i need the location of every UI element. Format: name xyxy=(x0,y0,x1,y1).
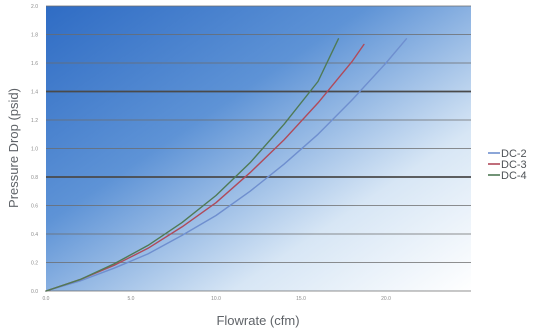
legend-label-dc-4: DC-4 xyxy=(501,170,527,182)
x-tick-label-1: 5.0 xyxy=(128,296,135,302)
x-tick-label-4: 20.0 xyxy=(381,296,391,302)
gridlines xyxy=(46,5,471,292)
y-tick-label-6: 1.2 xyxy=(31,118,38,124)
x-tick-label-2: 10.0 xyxy=(211,296,221,302)
legend-label-dc-3: DC-3 xyxy=(501,159,527,171)
y-tick-label-2: 0.4 xyxy=(31,232,38,238)
y-tick-label-3: 0.6 xyxy=(31,204,38,210)
x-tick-label-3: 15.0 xyxy=(296,296,306,302)
y-tick-label-5: 1.0 xyxy=(31,147,38,153)
x-tick-label-0: 0.0 xyxy=(43,296,50,302)
x-tick-labels: 0.0 5.0 10.0 15.0 20.0 xyxy=(43,296,392,302)
series-line-dc-3 xyxy=(45,43,365,292)
legend: DC-2DC-3DC-4 xyxy=(488,148,527,182)
x-axis-title: Flowrate (cfm) xyxy=(216,313,299,328)
series-line-dc-2 xyxy=(45,38,408,292)
y-tick-label-8: 1.6 xyxy=(31,61,38,67)
series-lines xyxy=(45,38,408,292)
series-line-dc-4 xyxy=(45,38,340,292)
y-tick-label-0: 0.0 xyxy=(31,289,38,295)
legend-label-dc-2: DC-2 xyxy=(501,148,527,160)
y-tick-label-1: 0.2 xyxy=(31,261,38,267)
y-axis-title: Pressure Drop (psid) xyxy=(6,88,21,208)
y-tick-label-4: 0.8 xyxy=(31,175,38,181)
y-tick-label-7: 1.4 xyxy=(31,90,38,96)
y-tick-label-9: 1.8 xyxy=(31,33,38,39)
y-tick-labels: 0.0 0.2 0.4 0.6 0.8 1.0 1.2 1.4 1.6 1.8 2.0 xyxy=(31,4,38,295)
y-tick-label-10: 2.0 xyxy=(31,4,38,10)
